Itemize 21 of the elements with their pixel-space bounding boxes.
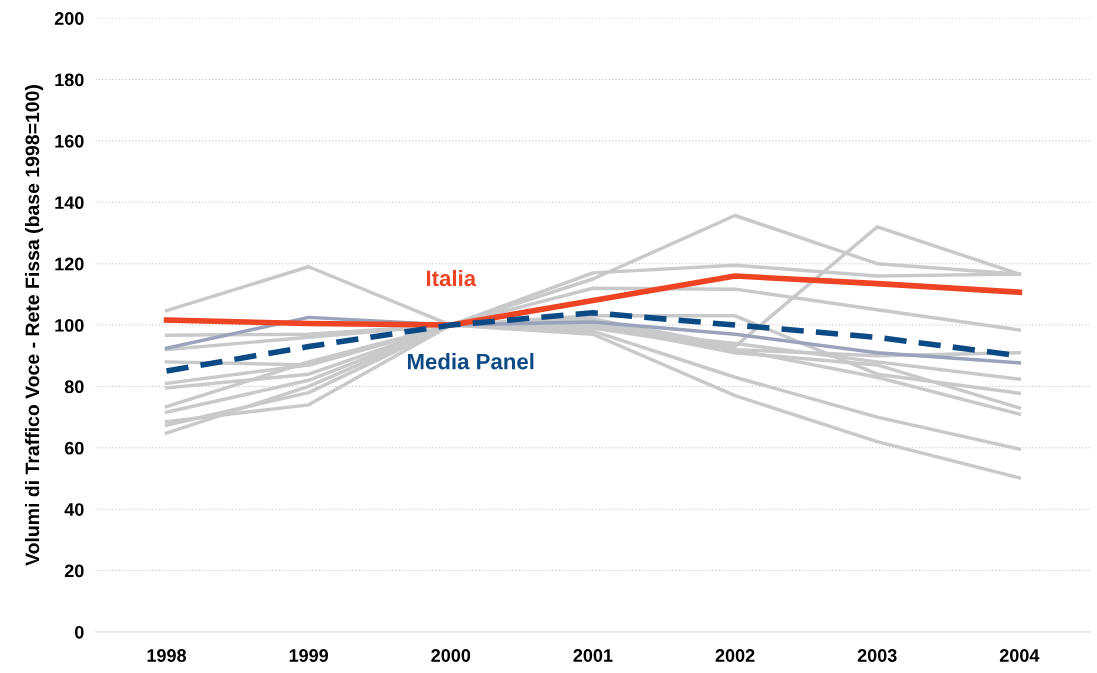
- y-tick-label: 180: [55, 73, 84, 87]
- series-label: Media Panel: [407, 353, 534, 370]
- y-tick-label: 20: [64, 564, 84, 578]
- x-tick-label: 2000: [431, 649, 471, 662]
- y-axis-title: Volumi di Traffico Voce - Rete Fissa (base 1998=100): [24, 85, 44, 566]
- y-tick-label: 200: [54, 12, 84, 25]
- x-tick-label: 2002: [715, 649, 755, 662]
- y-tick-label: 0: [75, 625, 84, 639]
- series-label: Italia: [426, 269, 477, 287]
- y-tick-label: 160: [55, 134, 84, 148]
- y-tick-label: 80: [64, 380, 84, 394]
- y-tick-label: 60: [64, 441, 84, 455]
- x-tick-label: 1999: [289, 649, 329, 662]
- y-tick-label: 140: [55, 196, 84, 210]
- x-tick-label: 2001: [573, 649, 613, 662]
- x-tick-label: 2004: [999, 649, 1040, 662]
- y-tick-label: 40: [64, 503, 84, 516]
- x-tick-label: 2003: [857, 649, 897, 662]
- x-tick-label: 1998: [147, 649, 187, 662]
- y-tick-label: 120: [55, 257, 84, 271]
- y-tick-label: 100: [55, 318, 84, 332]
